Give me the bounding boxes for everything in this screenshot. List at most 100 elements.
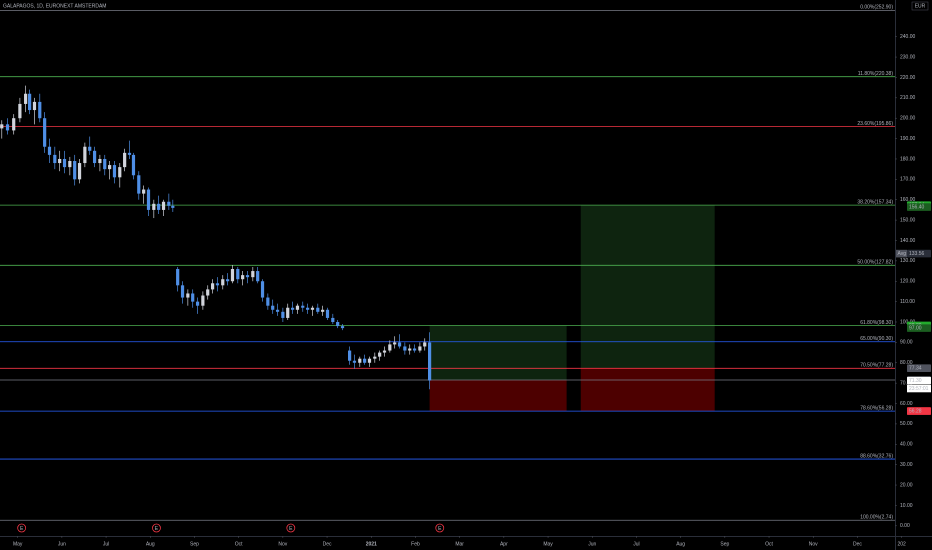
candle-body (186, 293, 190, 298)
currency-box (911, 1, 929, 11)
earnings-marker (435, 523, 445, 533)
price-label-box (907, 376, 931, 385)
x-tick-label: Sep (190, 541, 199, 547)
candle-body (230, 269, 235, 282)
candle-body (108, 165, 112, 170)
earnings-label: E (20, 526, 24, 532)
fib-label: 50.00%(127.82) (857, 260, 893, 266)
candle-body (348, 350, 352, 361)
candle-body (221, 279, 225, 286)
loss-zone (580, 368, 715, 412)
candle-body (171, 205, 175, 208)
candle-body (301, 305, 305, 308)
y-tick-label: 230.00 (900, 54, 916, 60)
price-tag: Avg (898, 251, 907, 257)
fib-label: 100.00%(2.74) (860, 515, 893, 521)
price-tag-box (896, 249, 907, 258)
fib-label: 70.50%(77.28) (860, 363, 893, 369)
candle-body (157, 203, 161, 210)
y-tick-label: 70.00 (900, 380, 913, 386)
candle-body (215, 283, 220, 286)
candle-body (152, 203, 156, 210)
candle-body (195, 301, 200, 306)
x-tick-label: Oct (235, 541, 243, 547)
candle-body (92, 150, 97, 164)
candle-body (58, 158, 62, 164)
chart-title: GALAPAGOS, 1D, EURONEXT AMSTERDAM (3, 3, 106, 9)
candle-body (210, 283, 215, 290)
candle-body (367, 358, 372, 363)
price-label: 56.28 (909, 408, 922, 414)
candle-body (378, 352, 382, 357)
y-tick-label: 50.00 (900, 421, 913, 427)
price-label: 133.56 (909, 251, 925, 257)
candle-body (47, 146, 52, 155)
x-tick-label: Apr (500, 541, 508, 547)
candle-body (331, 317, 335, 323)
candle-body (403, 346, 407, 351)
candle-body (32, 101, 37, 111)
candle-body (290, 307, 295, 310)
x-tick-label: Aug (676, 541, 685, 547)
x-tick-label: Dec (853, 541, 862, 547)
candle-body (24, 93, 28, 104)
y-tick-label: 220.00 (900, 75, 916, 81)
candle-body (161, 201, 166, 210)
candle-body (18, 103, 22, 119)
x-tick-label: 202 (897, 541, 906, 547)
candle-body (167, 201, 171, 206)
y-tick-label: 190.00 (900, 136, 916, 142)
candle-body (373, 356, 377, 359)
x-tick-label: Mar (455, 541, 464, 547)
candle-body (418, 346, 422, 351)
x-tick-label: Sep (720, 541, 729, 547)
candle-body (423, 342, 427, 347)
profit-zone (429, 325, 567, 381)
candle-body (5, 124, 10, 131)
y-tick-label: 130.00 (900, 258, 916, 264)
loss-zone (429, 380, 567, 412)
candle-body (137, 175, 141, 194)
candle-body (408, 348, 412, 351)
candle-body (206, 289, 210, 296)
candle-body (271, 305, 275, 310)
x-tick-label: Oct (765, 541, 773, 547)
y-tick-label: 80.00 (900, 360, 913, 366)
y-tick-label: 140.00 (900, 238, 916, 244)
price-label-box (907, 203, 931, 211)
y-tick-label: 110.00 (900, 299, 915, 305)
candle-body (245, 275, 250, 278)
fib-label: 0.00%(252.90) (860, 5, 893, 11)
y-tick-label: 240.00 (900, 34, 916, 40)
fib-label: 38.20%(157.34) (857, 199, 893, 205)
candle-body (428, 342, 432, 381)
y-tick-label: 200.00 (900, 116, 916, 122)
x-tick-label: 2021 (366, 541, 377, 547)
y-tick-label: 90.00 (900, 340, 913, 346)
candle-body (260, 281, 265, 298)
candle-body (103, 158, 107, 170)
x-tick-label: May (13, 541, 23, 547)
earnings-marker (286, 523, 296, 533)
candle-body (112, 165, 117, 178)
candle-body (131, 154, 136, 176)
candle-body (88, 146, 92, 151)
candle-body (340, 326, 345, 329)
candle-body (123, 152, 127, 168)
candle-body (388, 344, 392, 351)
candle-body (286, 307, 290, 318)
candle-body (191, 293, 195, 302)
candle-body (358, 358, 362, 363)
candle-body (226, 279, 230, 282)
candle-body (127, 152, 132, 155)
earnings-label: E (289, 526, 293, 532)
candle-body (83, 146, 87, 164)
y-tick-label: 40.00 (900, 442, 913, 448)
y-tick-label: 160.00 (900, 197, 916, 203)
candle-body (412, 348, 417, 351)
x-tick-label: Nov (278, 541, 287, 547)
y-tick-label: 170.00 (900, 177, 916, 183)
candle-body (180, 285, 185, 298)
